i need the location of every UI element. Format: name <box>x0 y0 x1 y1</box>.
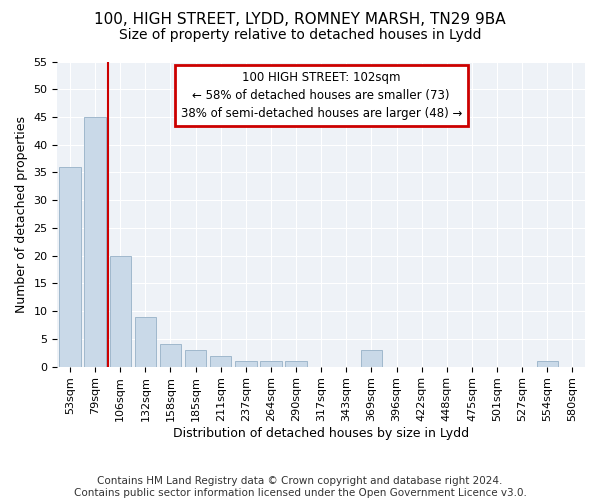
Bar <box>160 344 181 366</box>
Bar <box>286 361 307 366</box>
Text: 100, HIGH STREET, LYDD, ROMNEY MARSH, TN29 9BA: 100, HIGH STREET, LYDD, ROMNEY MARSH, TN… <box>94 12 506 28</box>
Text: Contains HM Land Registry data © Crown copyright and database right 2024.
Contai: Contains HM Land Registry data © Crown c… <box>74 476 526 498</box>
Bar <box>85 117 106 366</box>
Bar <box>110 256 131 366</box>
Bar <box>361 350 382 366</box>
Bar <box>536 361 558 366</box>
Bar <box>260 361 281 366</box>
Bar <box>185 350 206 366</box>
X-axis label: Distribution of detached houses by size in Lydd: Distribution of detached houses by size … <box>173 427 469 440</box>
Bar <box>210 356 232 366</box>
Y-axis label: Number of detached properties: Number of detached properties <box>15 116 28 312</box>
Text: 100 HIGH STREET: 102sqm
← 58% of detached houses are smaller (73)
38% of semi-de: 100 HIGH STREET: 102sqm ← 58% of detache… <box>181 70 462 120</box>
Bar <box>59 167 80 366</box>
Text: Size of property relative to detached houses in Lydd: Size of property relative to detached ho… <box>119 28 481 42</box>
Bar <box>134 316 156 366</box>
Bar <box>235 361 257 366</box>
